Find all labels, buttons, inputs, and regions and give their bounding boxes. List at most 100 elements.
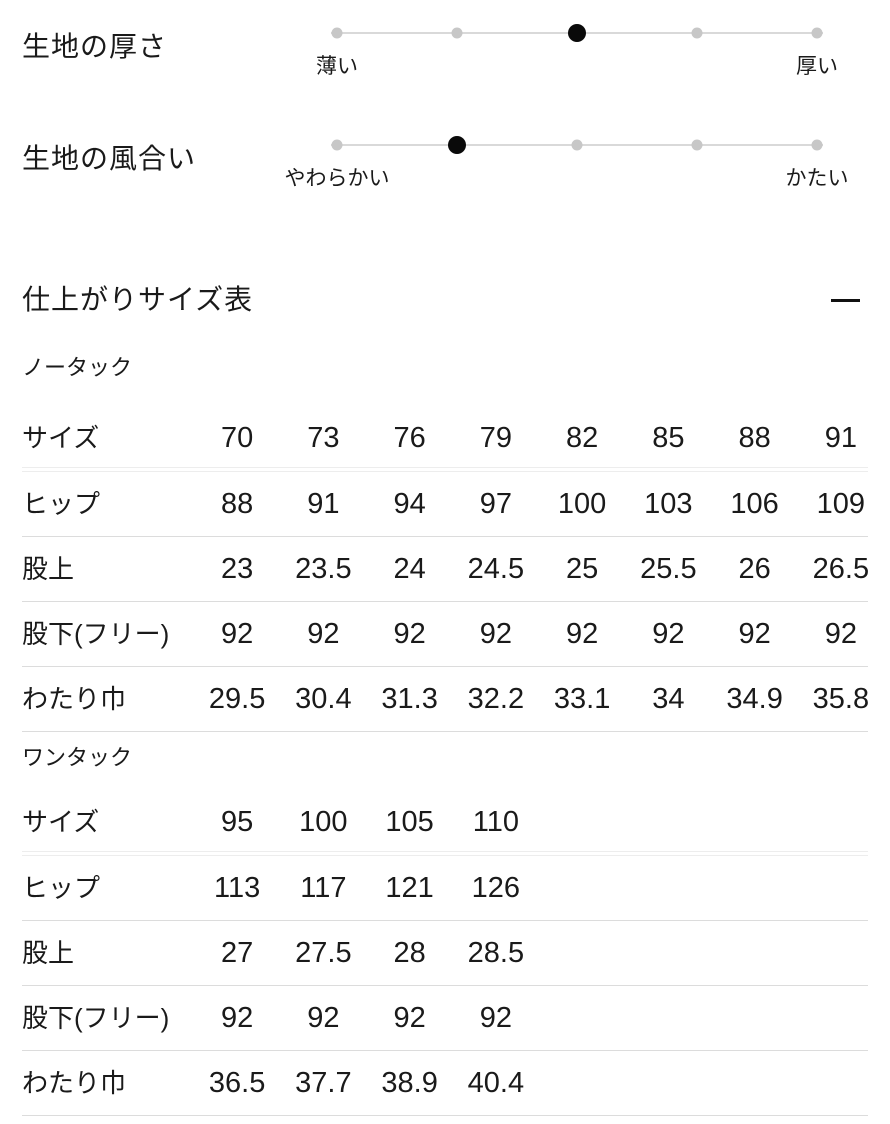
size-cell: 79 bbox=[479, 422, 512, 454]
scale-max-label: 厚い bbox=[796, 55, 838, 78]
row-divider bbox=[22, 851, 868, 856]
size-cell: 85 bbox=[652, 422, 685, 454]
size-cell: 92 bbox=[479, 618, 512, 650]
size-cell: 91 bbox=[307, 488, 340, 520]
size-cell: 95 bbox=[220, 806, 254, 838]
size-cell: 36.5 bbox=[208, 1067, 266, 1099]
size-cell: 100 bbox=[299, 806, 348, 838]
size-cell: 113 bbox=[214, 872, 261, 904]
size-table-row: 股上 27 27.5 28 28.5 bbox=[22, 921, 884, 985]
scale-dot bbox=[451, 27, 463, 39]
size-cell: 28.5 bbox=[467, 937, 525, 969]
size-row-label: ヒップ bbox=[22, 489, 101, 519]
size-cell: 92 bbox=[479, 1002, 512, 1034]
size-table-row: 股下(フリー) 92 92 92 92 92 92 92 92 bbox=[22, 602, 884, 666]
size-cell: 117 bbox=[300, 872, 347, 904]
row-divider bbox=[22, 666, 868, 667]
size-cell: 100 bbox=[557, 488, 607, 520]
fabric-thickness-label: 生地の厚さ bbox=[22, 31, 168, 62]
size-cell: 26.5 bbox=[812, 553, 870, 585]
size-cell: 92 bbox=[220, 1002, 254, 1034]
size-cell: 76 bbox=[393, 422, 426, 454]
row-divider bbox=[22, 1050, 868, 1051]
size-cell: 33.1 bbox=[553, 683, 611, 715]
scale-max-label: かたい bbox=[785, 167, 849, 190]
size-row-label: サイズ bbox=[22, 807, 100, 837]
size-table-subtitle: ワンタック bbox=[22, 745, 133, 770]
size-cell: 23 bbox=[220, 553, 254, 585]
size-table-row: サイズ 70 73 76 79 82 85 88 91 bbox=[22, 409, 884, 467]
scale-min-label: やわらかい bbox=[284, 167, 390, 190]
size-cell: 88 bbox=[738, 422, 771, 454]
size-section-header: 仕上がりサイズ表 bbox=[22, 283, 868, 317]
size-cell: 82 bbox=[565, 422, 599, 454]
fabric-attributes-section: 生地の厚さ 薄い 厚い 生地の風合い やわらかい かたい bbox=[0, 0, 890, 225]
size-cell: 35.8 bbox=[812, 683, 870, 715]
size-cell: 37.7 bbox=[295, 1067, 352, 1099]
size-cell: 92 bbox=[220, 618, 254, 650]
size-cell: 31.3 bbox=[381, 683, 438, 715]
size-cell: 126 bbox=[471, 872, 521, 904]
size-table-row: ヒップ 113 117 121 126 bbox=[22, 856, 884, 920]
scale-dot-active bbox=[568, 24, 586, 42]
size-cell: 97 bbox=[479, 488, 512, 520]
size-cell: 92 bbox=[824, 618, 857, 650]
row-divider bbox=[22, 467, 868, 472]
size-row-label: 股下(フリー) bbox=[22, 1003, 170, 1033]
size-cell: 88 bbox=[220, 488, 254, 520]
row-divider bbox=[22, 985, 868, 986]
size-cell: 24.5 bbox=[467, 553, 525, 585]
row-divider bbox=[22, 601, 868, 602]
size-cell: 23.5 bbox=[295, 553, 352, 585]
size-cell: 27.5 bbox=[295, 937, 352, 969]
size-table-row: わたり巾 29.5 30.4 31.3 32.2 33.1 34 34.9 35.8 bbox=[22, 667, 884, 731]
size-table-row: 股下(フリー) 92 92 92 92 bbox=[22, 986, 884, 1050]
scale-dot bbox=[811, 27, 823, 39]
size-table: サイズ 70 73 76 79 82 85 88 91 ヒップ 88 91 94 97 100 103 106 1… bbox=[22, 409, 884, 732]
row-divider bbox=[22, 920, 868, 921]
size-cell: 25.5 bbox=[640, 553, 697, 585]
size-cell: 29.5 bbox=[208, 683, 266, 715]
size-cell: 92 bbox=[393, 1002, 426, 1034]
scale-dot bbox=[691, 27, 703, 39]
size-row-label: わたり巾 bbox=[22, 684, 127, 714]
size-section-title: 仕上がりサイズ表 bbox=[22, 284, 254, 315]
size-table: サイズ 95 100 105 110 ヒップ 113 117 121 126 股上 27 27.5 28 2… bbox=[22, 793, 884, 1116]
size-row-label: 股上 bbox=[22, 554, 75, 584]
size-row-label: サイズ bbox=[22, 423, 100, 453]
scale-min-label: 薄い bbox=[316, 55, 358, 78]
size-cell: 106 bbox=[730, 488, 779, 520]
scale-dot bbox=[811, 139, 823, 151]
row-divider bbox=[22, 536, 868, 537]
size-cell: 27 bbox=[220, 937, 254, 969]
size-row-label: ヒップ bbox=[22, 873, 101, 903]
size-table-subtitle: ノータック bbox=[22, 355, 133, 380]
size-cell: 91 bbox=[824, 422, 857, 454]
size-row-label: わたり巾 bbox=[22, 1068, 127, 1098]
size-cell: 109 bbox=[816, 488, 866, 520]
size-cell: 92 bbox=[393, 618, 426, 650]
size-table-row: 股上 23 23.5 24 24.5 25 25.5 26 26.5 bbox=[22, 537, 884, 601]
fabric-thickness-row: 生地の厚さ 薄い 厚い bbox=[0, 0, 890, 112]
size-cell: 105 bbox=[385, 806, 434, 838]
size-row-label: 股下(フリー) bbox=[22, 619, 170, 649]
minus-icon bbox=[831, 298, 860, 302]
row-divider bbox=[22, 1115, 868, 1116]
size-cell: 34.9 bbox=[726, 683, 783, 715]
size-cell: 110 bbox=[472, 806, 519, 838]
size-cell: 30.4 bbox=[295, 683, 352, 715]
size-cell: 92 bbox=[307, 618, 340, 650]
size-table-row: わたり巾 36.5 37.7 38.9 40.4 bbox=[22, 1051, 884, 1115]
fabric-texture-label: 生地の風合い bbox=[22, 143, 197, 174]
size-table-row: ヒップ 88 91 94 97 100 103 106 109 bbox=[22, 472, 884, 536]
collapse-size-table-button[interactable] bbox=[820, 285, 860, 315]
size-cell: 103 bbox=[644, 488, 693, 520]
size-cell: 92 bbox=[652, 618, 685, 650]
size-tables-container: ノータック サイズ 70 73 76 79 82 85 88 91 ヒップ 88 91 94 97 100 10… bbox=[0, 355, 890, 1116]
size-cell: 94 bbox=[393, 488, 426, 520]
size-cell: 92 bbox=[738, 618, 771, 650]
size-cell: 26 bbox=[738, 553, 771, 585]
size-cell: 25 bbox=[565, 553, 599, 585]
row-divider bbox=[22, 731, 868, 732]
size-cell: 24 bbox=[393, 553, 426, 585]
